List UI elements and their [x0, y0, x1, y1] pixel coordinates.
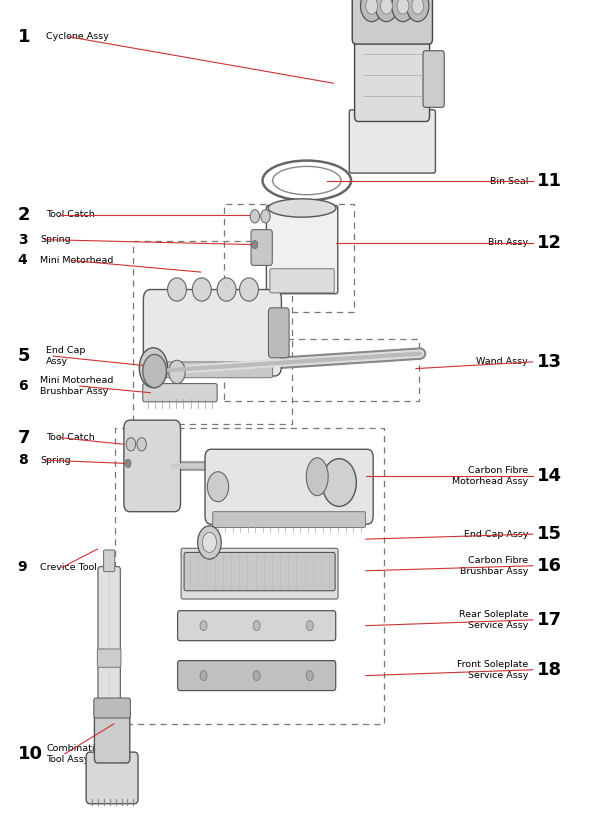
- FancyBboxPatch shape: [103, 550, 114, 572]
- Text: 8: 8: [18, 453, 28, 467]
- FancyBboxPatch shape: [184, 552, 335, 591]
- FancyBboxPatch shape: [270, 269, 334, 293]
- Circle shape: [145, 356, 162, 379]
- Ellipse shape: [168, 278, 186, 301]
- Text: Carbon Fibre
Brushbar Assy: Carbon Fibre Brushbar Assy: [460, 556, 528, 576]
- Text: Bin Seal: Bin Seal: [490, 177, 528, 186]
- FancyBboxPatch shape: [268, 308, 289, 358]
- Circle shape: [407, 0, 429, 22]
- Circle shape: [137, 438, 146, 451]
- Circle shape: [250, 210, 260, 223]
- Text: Crevice Tool: Crevice Tool: [40, 563, 97, 572]
- Circle shape: [208, 472, 229, 502]
- Text: Combination
Tool Assy: Combination Tool Assy: [46, 744, 106, 764]
- Text: 4: 4: [18, 254, 28, 267]
- FancyBboxPatch shape: [205, 449, 373, 524]
- FancyBboxPatch shape: [355, 32, 430, 121]
- Circle shape: [360, 0, 383, 22]
- Circle shape: [126, 438, 136, 451]
- Circle shape: [253, 671, 260, 681]
- Circle shape: [412, 0, 424, 14]
- Text: 12: 12: [537, 234, 562, 252]
- Text: Spring: Spring: [40, 235, 71, 244]
- Text: Front Soleplate
Service Assy: Front Soleplate Service Assy: [457, 660, 528, 680]
- FancyBboxPatch shape: [97, 649, 121, 667]
- FancyBboxPatch shape: [251, 230, 273, 265]
- FancyBboxPatch shape: [178, 661, 336, 691]
- FancyBboxPatch shape: [152, 362, 273, 378]
- Bar: [224, 339, 419, 401]
- FancyBboxPatch shape: [143, 384, 217, 402]
- Circle shape: [252, 240, 258, 249]
- Text: 2: 2: [18, 206, 30, 224]
- FancyBboxPatch shape: [266, 206, 337, 294]
- FancyBboxPatch shape: [94, 709, 130, 763]
- Text: Mini Motorhead
Brushbar Assy: Mini Motorhead Brushbar Assy: [40, 376, 113, 396]
- Ellipse shape: [306, 458, 328, 496]
- Bar: [133, 241, 292, 424]
- Text: Bin Assy: Bin Assy: [488, 239, 528, 247]
- Ellipse shape: [240, 278, 258, 301]
- FancyBboxPatch shape: [349, 110, 435, 173]
- Text: 15: 15: [537, 525, 562, 543]
- FancyBboxPatch shape: [423, 51, 444, 107]
- Circle shape: [169, 360, 185, 384]
- Text: 5: 5: [18, 347, 30, 365]
- FancyBboxPatch shape: [352, 0, 432, 44]
- Text: 16: 16: [537, 557, 562, 575]
- Circle shape: [306, 621, 313, 631]
- Circle shape: [200, 621, 207, 631]
- Text: Rear Soleplate
Service Assy: Rear Soleplate Service Assy: [458, 610, 528, 630]
- FancyBboxPatch shape: [124, 420, 181, 512]
- Text: Spring: Spring: [40, 456, 71, 464]
- Text: 10: 10: [18, 745, 42, 763]
- FancyBboxPatch shape: [143, 290, 281, 376]
- Bar: [224, 204, 354, 312]
- Text: 13: 13: [537, 353, 562, 371]
- Ellipse shape: [192, 278, 211, 301]
- Text: 11: 11: [537, 172, 562, 191]
- Circle shape: [366, 0, 378, 14]
- FancyBboxPatch shape: [212, 512, 365, 527]
- Ellipse shape: [322, 458, 356, 507]
- Text: 17: 17: [537, 611, 562, 629]
- FancyBboxPatch shape: [178, 611, 336, 641]
- Circle shape: [381, 0, 392, 14]
- Circle shape: [143, 354, 166, 388]
- FancyBboxPatch shape: [98, 567, 120, 719]
- Text: End Cap
Assy: End Cap Assy: [46, 346, 86, 366]
- Text: End Cap Assy: End Cap Assy: [464, 530, 528, 538]
- Text: 7: 7: [18, 428, 30, 447]
- FancyBboxPatch shape: [86, 752, 138, 804]
- Circle shape: [202, 532, 217, 552]
- Circle shape: [125, 459, 131, 468]
- Circle shape: [200, 671, 207, 681]
- Text: 3: 3: [18, 233, 27, 246]
- Text: 1: 1: [18, 27, 30, 46]
- Circle shape: [397, 0, 409, 14]
- FancyBboxPatch shape: [94, 698, 130, 718]
- Text: Mini Motorhead: Mini Motorhead: [40, 256, 113, 265]
- Text: 18: 18: [537, 661, 562, 679]
- Text: 6: 6: [18, 379, 27, 393]
- FancyBboxPatch shape: [181, 548, 338, 599]
- Circle shape: [306, 671, 313, 681]
- Text: Cyclone Assy: Cyclone Assy: [46, 32, 109, 41]
- Text: Tool Catch: Tool Catch: [46, 210, 95, 219]
- Ellipse shape: [217, 278, 236, 301]
- Circle shape: [261, 210, 270, 223]
- Circle shape: [198, 526, 221, 559]
- Circle shape: [253, 621, 260, 631]
- Circle shape: [375, 0, 398, 22]
- Ellipse shape: [268, 199, 336, 217]
- Text: 14: 14: [537, 467, 562, 485]
- Text: 9: 9: [18, 561, 27, 574]
- Text: Wand Assy: Wand Assy: [476, 358, 528, 366]
- Text: Carbon Fibre
Motorhead Assy: Carbon Fibre Motorhead Assy: [452, 466, 528, 486]
- Circle shape: [139, 348, 168, 388]
- Circle shape: [392, 0, 414, 22]
- Text: Tool Catch: Tool Catch: [46, 433, 95, 442]
- Bar: [115, 428, 384, 724]
